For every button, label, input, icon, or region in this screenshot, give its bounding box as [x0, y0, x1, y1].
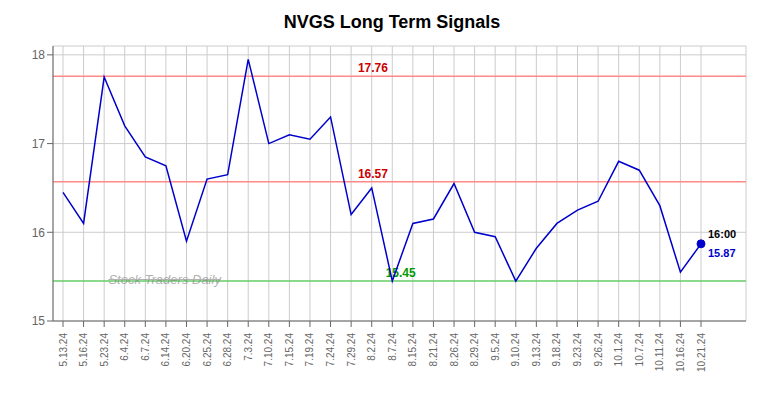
svg-text:18: 18: [32, 48, 46, 62]
svg-text:17.76: 17.76: [358, 61, 388, 75]
svg-text:8.15.24: 8.15.24: [407, 333, 418, 367]
svg-text:10.16.24: 10.16.24: [675, 333, 686, 372]
svg-text:9.23.24: 9.23.24: [572, 333, 583, 367]
svg-text:15.87: 15.87: [708, 247, 736, 259]
svg-text:7.24.24: 7.24.24: [325, 333, 336, 367]
svg-text:10.21.24: 10.21.24: [696, 333, 707, 372]
svg-text:7.29.24: 7.29.24: [346, 333, 357, 367]
svg-text:9.10.24: 9.10.24: [510, 333, 521, 367]
svg-text:15.45: 15.45: [385, 266, 416, 281]
svg-text:6.25.24: 6.25.24: [202, 333, 213, 367]
svg-text:9.18.24: 9.18.24: [551, 333, 562, 367]
svg-text:16.57: 16.57: [358, 167, 388, 181]
svg-text:15: 15: [32, 314, 46, 328]
svg-text:5.23.24: 5.23.24: [99, 333, 110, 367]
html-text:NVGS Long Term Signals: NVGS Long Term Signals: [283, 12, 501, 32]
svg-text:7.3.24: 7.3.24: [243, 333, 254, 361]
svg-text:8.26.24: 8.26.24: [449, 333, 460, 367]
svg-text:5.13.24: 5.13.24: [58, 333, 69, 367]
svg-text:10.7.24: 10.7.24: [634, 333, 645, 367]
svg-text:8.7.24: 8.7.24: [387, 333, 398, 361]
svg-text:9.13.24: 9.13.24: [531, 333, 542, 367]
svg-text:7.15.24: 7.15.24: [284, 333, 295, 367]
svg-text:16:00: 16:00: [708, 228, 736, 240]
svg-text:10.1.24: 10.1.24: [613, 333, 624, 367]
svg-text:8.21.24: 8.21.24: [428, 333, 439, 367]
svg-text:7.19.24: 7.19.24: [304, 333, 315, 367]
svg-text:6.20.24: 6.20.24: [181, 333, 192, 367]
html-text:Stock Traders Daily: Stock Traders Daily: [108, 272, 221, 287]
svg-text:9.5.24: 9.5.24: [490, 333, 501, 361]
svg-text:6.4.24: 6.4.24: [119, 333, 130, 361]
svg-text:8.29.24: 8.29.24: [469, 333, 480, 367]
svg-text:6.7.24: 6.7.24: [140, 333, 151, 361]
svg-text:17: 17: [32, 137, 46, 151]
svg-text:6.28.24: 6.28.24: [222, 333, 233, 367]
svg-text:16: 16: [32, 226, 46, 240]
svg-text:7.10.24: 7.10.24: [263, 333, 274, 367]
svg-text:6.14.24: 6.14.24: [160, 333, 171, 367]
svg-text:8.2.24: 8.2.24: [366, 333, 377, 361]
svg-text:10.11.24: 10.11.24: [654, 333, 665, 372]
svg-text:9.26.24: 9.26.24: [593, 333, 604, 367]
svg-text:5.16.24: 5.16.24: [78, 333, 89, 367]
